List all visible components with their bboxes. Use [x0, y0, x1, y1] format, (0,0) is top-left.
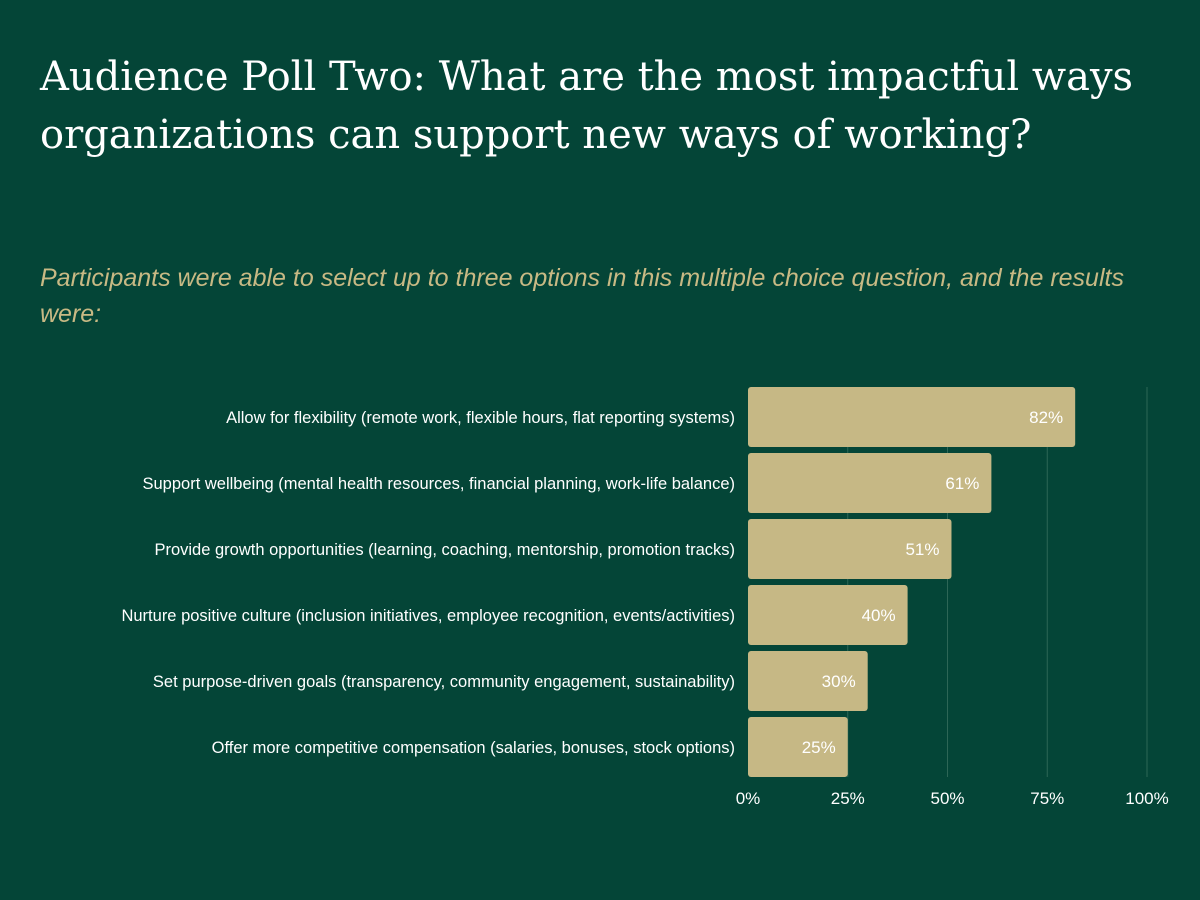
bar [748, 651, 868, 711]
category-label: Nurture positive culture (inclusion init… [121, 607, 735, 625]
x-tick-label: 0% [736, 789, 761, 808]
x-tick-label: 50% [930, 789, 964, 808]
bar-value-label: 82% [1029, 408, 1063, 427]
bars: 82% 61% 51% 40% 30% 25% [748, 387, 1076, 777]
gridlines [847, 387, 1148, 777]
chart-title: Audience Poll Two: What are the most imp… [40, 54, 1134, 158]
x-tick-label: 75% [1030, 789, 1064, 808]
chart-subtitle: Participants were able to select up to t… [40, 264, 1124, 328]
category-label: Support wellbeing (mental health resourc… [143, 475, 736, 493]
bar [748, 453, 992, 513]
bar-value-label: 61% [945, 474, 979, 493]
category-label: Allow for flexibility (remote work, flex… [226, 409, 735, 427]
bar [748, 519, 952, 579]
bar [748, 387, 1076, 447]
bar [748, 717, 848, 777]
bar-value-label: 25% [802, 738, 836, 757]
bar-value-label: 51% [905, 540, 939, 559]
bar [748, 585, 908, 645]
bar-value-label: 40% [862, 606, 896, 625]
bar-value-label: 30% [822, 672, 856, 691]
x-tick-label: 100% [1125, 789, 1168, 808]
x-axis-ticks: 0% 25% 50% 75% 100% [736, 789, 1169, 808]
category-labels: Allow for flexibility (remote work, flex… [121, 409, 735, 757]
category-label: Provide growth opportunities (learning, … [154, 541, 735, 559]
category-label: Set purpose-driven goals (transparency, … [153, 673, 735, 691]
x-tick-label: 25% [831, 789, 865, 808]
category-label: Offer more competitive compensation (sal… [212, 739, 735, 757]
